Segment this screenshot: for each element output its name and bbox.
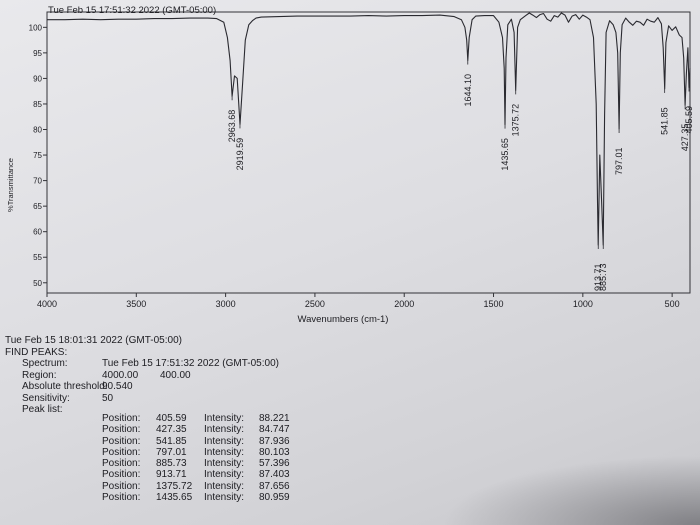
peak-list-row: Position: 797.01 Intensity: 80.103	[102, 447, 299, 458]
x-tick-label: 500	[665, 299, 680, 309]
intensity-value: 57.396	[259, 458, 290, 470]
position-value: 541.85	[156, 435, 187, 447]
intensity-label: Intensity:	[204, 480, 245, 492]
peak-list-label: Peak list:	[22, 404, 63, 415]
position-value: 885.73	[156, 458, 187, 470]
intensity-label: Intensity:	[204, 424, 245, 436]
y-axis-label: %Transmittance	[6, 158, 15, 212]
peak-label: 405.59	[684, 106, 694, 134]
peak-label: 885.73	[598, 263, 608, 291]
sensitivity-label: Sensitivity:	[22, 392, 70, 404]
intensity-value: 80.959	[259, 492, 290, 504]
intensity-label: Intensity:	[204, 492, 245, 504]
x-tick-label: 3000	[216, 299, 236, 309]
position-label: Position:	[102, 424, 141, 436]
peak-label: 797.01	[614, 147, 624, 175]
position-label: Position:	[102, 446, 141, 458]
peak-label: 2963.68	[227, 110, 237, 143]
intensity-value: 87.403	[259, 469, 290, 481]
y-tick-label: 90	[33, 74, 42, 83]
peak-list-row: Position: 427.35 Intensity: 84.747	[102, 424, 299, 435]
ir-spectrum-chart: 100 95 90 85 80 75 70 65 60 55 50 4000 3500 3000 2500…	[6, 5, 694, 325]
y-tick-label: 75	[33, 151, 42, 160]
intensity-value: 88.221	[259, 413, 290, 424]
find-peaks-report: Tue Feb 15 18:01:31 2022 (GMT-05:00) FIN…	[5, 335, 182, 358]
x-tick-label: 1500	[484, 299, 504, 309]
position-value: 1435.65	[156, 492, 193, 504]
region-from: 4000.00	[102, 369, 139, 381]
report-timestamp: Tue Feb 15 18:01:31 2022 (GMT-05:00)	[5, 335, 182, 346]
position-value: 913.71	[156, 469, 187, 481]
x-axis-label: Wavenumbers (cm-1)	[298, 314, 389, 325]
peak-label: 1375.72	[511, 104, 521, 137]
region-label: Region:	[22, 369, 57, 381]
y-axis-ticks: 100 95 90 85 80 75 70 65 60 55 50	[29, 23, 47, 288]
position-label: Position:	[102, 458, 141, 470]
position-value: 1375.72	[156, 480, 193, 492]
peak-label: 2919.59	[235, 138, 245, 171]
x-tick-label: 2000	[394, 299, 414, 309]
x-tick-label: 4000	[37, 299, 57, 309]
position-value: 405.59	[156, 413, 187, 424]
peak-list-row: Position: 1435.65 Intensity: 80.959	[102, 492, 299, 503]
report-params-labels: Spectrum: Region: Absolute threshold: Se…	[22, 358, 108, 416]
intensity-value: 87.936	[259, 435, 290, 447]
peak-label: 541.85	[660, 107, 670, 135]
x-axis-ticks: 4000 3500 3000 2500 2000 1500 1000 500	[37, 293, 680, 309]
intensity-value: 87.656	[259, 480, 290, 492]
peak-list-row: Position: 885.73 Intensity: 57.396	[102, 458, 299, 469]
intensity-label: Intensity:	[204, 446, 245, 458]
x-tick-label: 1000	[573, 299, 593, 309]
x-tick-label: 3500	[126, 299, 146, 309]
y-tick-label: 60	[33, 228, 42, 237]
position-label: Position:	[102, 435, 141, 447]
peak-list-row: Position: 541.85 Intensity: 87.936	[102, 436, 299, 447]
y-tick-label: 100	[29, 23, 43, 32]
position-label: Position:	[102, 469, 141, 481]
spectrum-trace	[47, 12, 691, 246]
peak-list-row: Position: 1375.72 Intensity: 87.656	[102, 481, 299, 492]
spectrum-value: Tue Feb 15 17:51:32 2022 (GMT-05:00)	[102, 358, 279, 369]
y-tick-label: 95	[33, 49, 42, 58]
y-tick-label: 70	[33, 177, 42, 186]
peak-label: 1435.65	[500, 138, 510, 171]
position-value: 797.01	[156, 446, 187, 458]
region-to: 400.00	[160, 369, 191, 381]
chart-header-timestamp: Tue Feb 15 17:51:32 2022 (GMT-05:00)	[48, 5, 216, 16]
threshold-label: Absolute threshold:	[22, 381, 108, 392]
peak-list-row: Position: 405.59 Intensity: 88.221	[102, 413, 299, 424]
plot-frame	[46, 11, 691, 294]
y-tick-label: 80	[33, 126, 42, 135]
report-title: FIND PEAKS:	[5, 346, 68, 358]
intensity-value: 84.747	[259, 424, 290, 436]
position-label: Position:	[102, 480, 141, 492]
intensity-label: Intensity:	[204, 413, 245, 424]
peak-label: 913.71	[593, 263, 603, 291]
peak-list-row: Position: 913.71 Intensity: 87.403	[102, 469, 299, 480]
peak-label: 427.35	[680, 124, 690, 152]
intensity-label: Intensity:	[204, 435, 245, 447]
spectrum-line	[47, 12, 691, 246]
paper-shadow	[440, 455, 700, 525]
position-label: Position:	[102, 492, 141, 504]
spectrum-label: Spectrum:	[22, 358, 68, 369]
intensity-value: 80.103	[259, 446, 290, 458]
threshold-value: 90.540	[102, 381, 133, 392]
peak-list-table: Position: 405.59 Intensity: 88.221 Position:…	[102, 413, 299, 503]
position-value: 427.35	[156, 424, 187, 436]
y-tick-label: 50	[33, 279, 42, 288]
peak-label: 1644.10	[463, 74, 473, 107]
intensity-label: Intensity:	[204, 469, 245, 481]
y-tick-label: 65	[33, 202, 42, 211]
sensitivity-value: 50	[102, 392, 114, 404]
intensity-label: Intensity:	[204, 458, 245, 470]
y-tick-label: 55	[33, 253, 42, 262]
plot-border	[46, 11, 691, 294]
y-tick-label: 85	[33, 100, 42, 109]
position-label: Position:	[102, 413, 141, 424]
x-tick-label: 2500	[305, 299, 325, 309]
